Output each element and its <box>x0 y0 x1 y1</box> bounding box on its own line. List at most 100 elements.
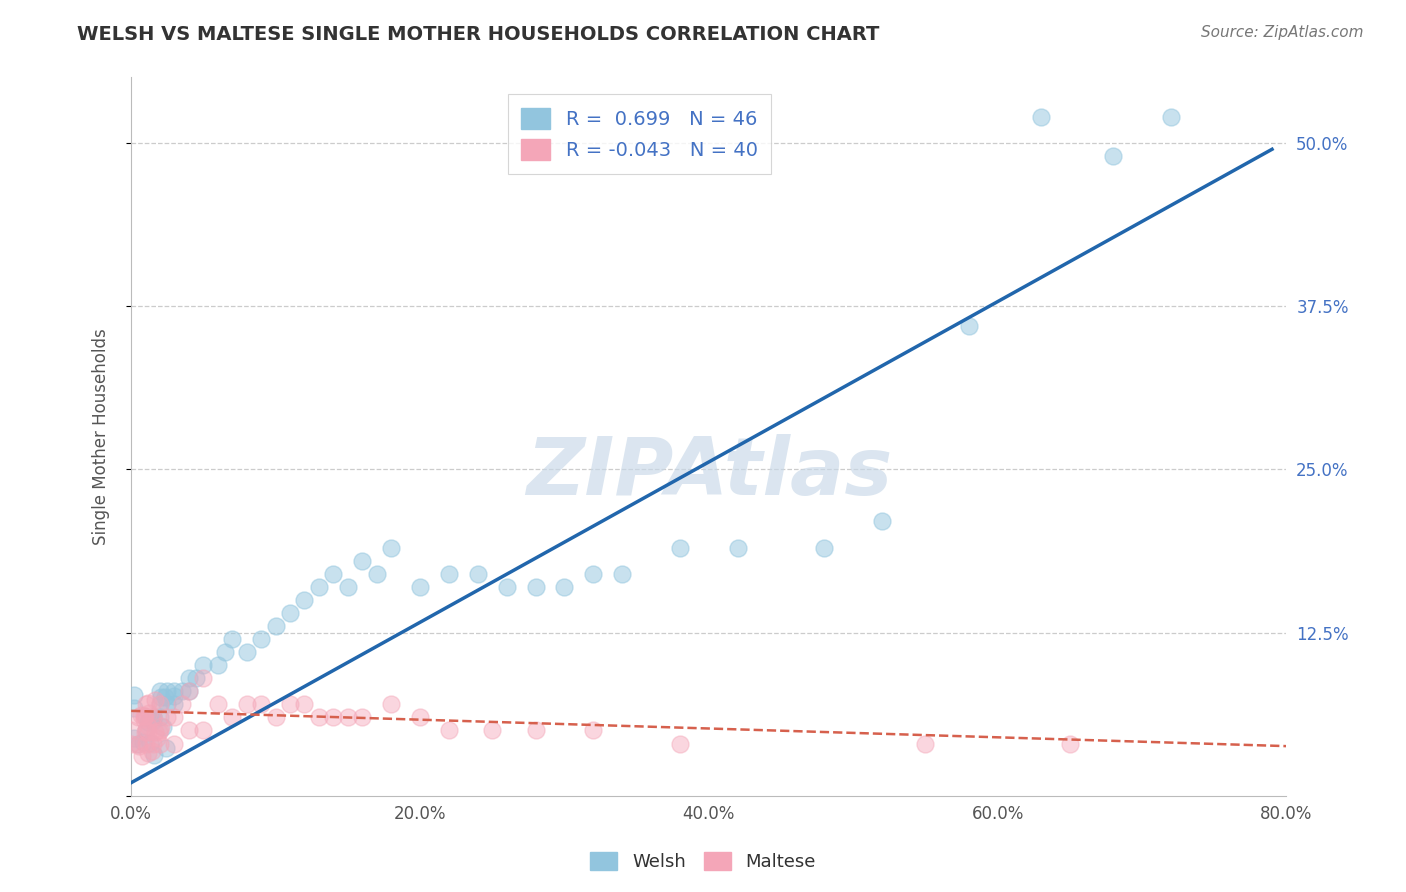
Point <box>235 645 257 659</box>
Point <box>149 710 172 724</box>
Point <box>153 690 176 705</box>
Point <box>186 671 208 685</box>
Point <box>124 731 146 745</box>
Point <box>669 541 692 555</box>
Point <box>142 710 165 724</box>
Point <box>380 698 402 712</box>
Point <box>294 698 316 712</box>
Point <box>524 723 547 738</box>
Point <box>582 566 605 581</box>
Point <box>143 693 166 707</box>
Point <box>156 698 179 712</box>
Point <box>162 689 184 703</box>
Point <box>132 708 155 723</box>
Point <box>163 737 186 751</box>
Point <box>250 632 273 646</box>
Point <box>134 709 156 723</box>
Point <box>221 710 243 724</box>
Point <box>524 580 547 594</box>
Point <box>207 698 229 712</box>
Point <box>134 724 156 739</box>
Point <box>135 710 157 724</box>
Point <box>136 696 159 710</box>
Point <box>250 698 273 712</box>
Point <box>177 723 200 738</box>
Point <box>409 710 432 724</box>
Legend: R =  0.699   N = 46, R = -0.043   N = 40: R = 0.699 N = 46, R = -0.043 N = 40 <box>508 95 772 174</box>
Point <box>1160 110 1182 124</box>
Point <box>142 710 165 724</box>
Point <box>177 684 200 698</box>
Point <box>135 723 157 738</box>
Point <box>142 714 165 728</box>
Point <box>143 747 166 762</box>
Point <box>957 318 980 333</box>
Point <box>221 632 243 646</box>
Point <box>163 698 186 712</box>
Point <box>352 554 374 568</box>
Point <box>141 744 163 758</box>
Point <box>149 690 172 705</box>
Point <box>193 658 215 673</box>
Point <box>193 671 215 685</box>
Point <box>813 541 835 555</box>
Point <box>553 580 575 594</box>
Point <box>582 723 605 738</box>
Point <box>294 592 316 607</box>
Point <box>264 710 287 724</box>
Point <box>134 712 156 726</box>
Point <box>152 720 174 734</box>
Point <box>437 723 460 738</box>
Point <box>214 645 236 659</box>
Point <box>139 736 162 750</box>
Point <box>366 566 388 581</box>
Point <box>142 737 165 751</box>
Point <box>193 723 215 738</box>
Point <box>278 698 301 712</box>
Point <box>135 723 157 738</box>
Point <box>132 734 155 748</box>
Point <box>124 688 146 702</box>
Point <box>135 737 157 751</box>
Point <box>155 740 177 755</box>
Point <box>1029 110 1052 124</box>
Point <box>308 710 330 724</box>
Point <box>120 737 142 751</box>
Point <box>235 698 257 712</box>
Point <box>481 723 503 738</box>
Point <box>336 580 359 594</box>
Text: Source: ZipAtlas.com: Source: ZipAtlas.com <box>1201 25 1364 40</box>
Point <box>437 566 460 581</box>
Point <box>207 658 229 673</box>
Point <box>142 710 165 724</box>
Point <box>136 719 159 733</box>
Point <box>127 710 149 724</box>
Point <box>264 619 287 633</box>
Point <box>146 731 169 746</box>
Point <box>177 671 200 685</box>
Point <box>156 710 179 724</box>
Point <box>495 580 517 594</box>
Point <box>128 739 150 753</box>
Point <box>669 737 692 751</box>
Point <box>163 710 186 724</box>
Point <box>322 566 344 581</box>
Point <box>131 749 153 764</box>
Point <box>149 698 172 712</box>
Point <box>163 684 186 698</box>
Point <box>336 710 359 724</box>
Point <box>170 698 193 712</box>
Point <box>1102 149 1125 163</box>
Point <box>170 684 193 698</box>
Point <box>149 723 172 738</box>
Point <box>129 707 152 722</box>
Point <box>136 715 159 730</box>
Point <box>149 737 172 751</box>
Point <box>380 541 402 555</box>
Point <box>914 737 936 751</box>
Point <box>177 684 200 698</box>
Point <box>122 700 145 714</box>
Point <box>135 698 157 712</box>
Text: ZIPAtlas: ZIPAtlas <box>526 434 891 511</box>
Point <box>409 580 432 594</box>
